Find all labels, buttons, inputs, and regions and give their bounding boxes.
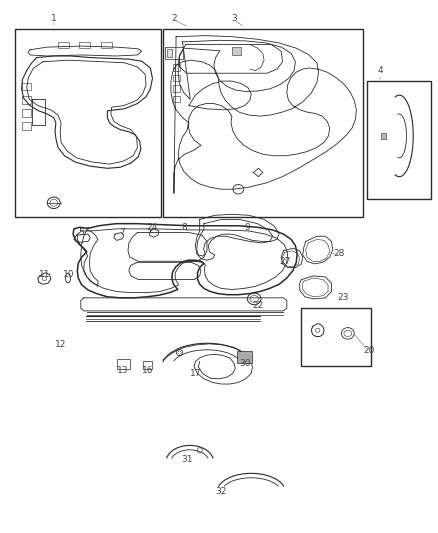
Text: 3: 3	[231, 14, 237, 23]
FancyBboxPatch shape	[237, 351, 252, 362]
Bar	[101, 42, 112, 48]
Text: 28: 28	[333, 249, 345, 258]
Text: 2: 2	[171, 14, 177, 23]
Text: 11: 11	[39, 270, 51, 279]
Text: 7: 7	[120, 228, 125, 237]
Text: 30: 30	[239, 359, 251, 368]
Bar	[58, 42, 69, 48]
Bar	[166, 47, 183, 59]
Text: 32: 32	[215, 487, 227, 496]
Text: 8: 8	[182, 223, 187, 232]
Text: 4: 4	[377, 66, 383, 75]
Bar	[173, 64, 180, 71]
Bar	[79, 42, 90, 48]
Text: 31: 31	[181, 455, 193, 464]
Text: 17: 17	[190, 369, 201, 378]
Text: 20: 20	[364, 345, 375, 354]
Bar	[173, 96, 180, 102]
Text: 13: 13	[117, 367, 128, 375]
Text: 27: 27	[280, 257, 291, 266]
Text: 16: 16	[142, 367, 154, 375]
Bar	[367, 81, 431, 199]
Bar	[22, 109, 31, 117]
Text: 5: 5	[79, 228, 85, 237]
Bar	[15, 29, 161, 217]
Bar	[22, 123, 31, 130]
Text: 10: 10	[63, 270, 74, 279]
Bar	[173, 85, 180, 92]
Bar	[163, 29, 363, 217]
Bar	[167, 49, 172, 56]
Bar	[22, 83, 31, 91]
Bar	[381, 133, 386, 139]
Bar	[22, 96, 31, 103]
Bar	[173, 75, 180, 81]
Text: 12: 12	[54, 341, 66, 349]
Text: 1: 1	[51, 14, 57, 23]
Bar	[300, 308, 371, 366]
Bar	[232, 47, 241, 55]
Text: 23: 23	[338, 293, 349, 302]
Text: 24: 24	[147, 223, 158, 232]
Text: 9: 9	[244, 223, 250, 232]
Text: 22: 22	[252, 301, 263, 310]
